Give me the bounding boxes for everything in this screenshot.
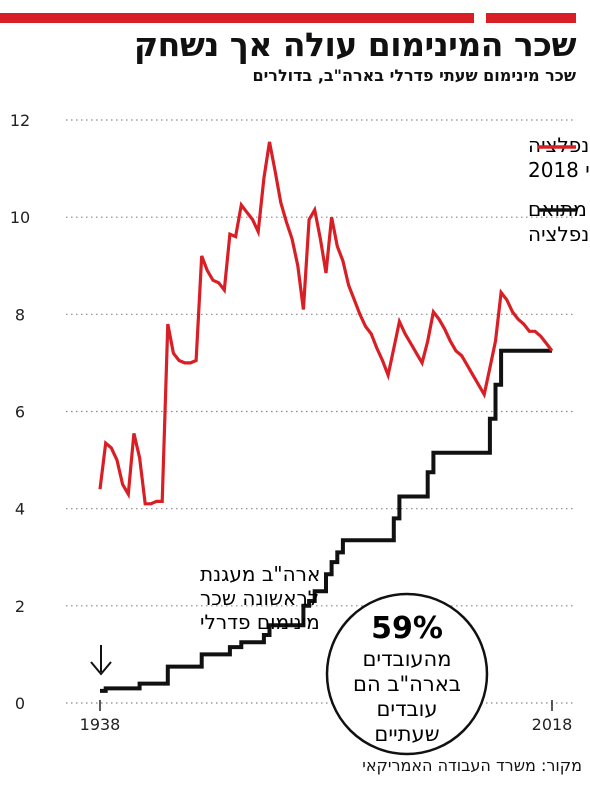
y-tick-label: 4: [15, 500, 25, 519]
legend-label-red-line2: במונחי 2018: [528, 158, 590, 182]
header-rule-short: [486, 13, 576, 23]
stat-text-line: שעתיים: [374, 722, 439, 746]
stat-text-line: עובדים: [376, 697, 437, 721]
annotation-first-law-line: ארה"ב מעגנת: [200, 562, 320, 586]
stat-value: 59%: [371, 611, 443, 646]
x-tick-label: 1938: [80, 715, 121, 734]
annotation-first-law-line: לראשונה שכר: [200, 586, 319, 610]
stat-text-line: בארה"ב הם: [353, 672, 461, 696]
series-line-inflation-adjusted: [98, 141, 554, 506]
x-tick-label: 2018: [532, 715, 573, 734]
y-tick-label: 12: [10, 111, 30, 130]
stat-text-line: מהעובדים: [362, 647, 451, 671]
chart-title: שכר המינימום עולה אך נשחק: [133, 25, 577, 64]
legend-label-black-line2: אינפלציה: [528, 222, 590, 246]
stat-circle: [325, 592, 489, 756]
series-line-nominal: [100, 348, 552, 693]
y-tick-label: 8: [15, 305, 25, 324]
y-tick-label: 6: [15, 403, 25, 422]
annotation-arrow-head: [90, 661, 112, 676]
source-note: מקור: משרד העבודה האמריקאי: [362, 756, 582, 775]
header-rule-long: [0, 13, 474, 23]
annotation-first-law-line: מינימום פדרלי: [200, 610, 320, 634]
y-tick-label: 0: [15, 694, 25, 713]
y-tick-label: 2: [15, 597, 25, 616]
y-tick-label: 10: [10, 208, 30, 227]
legend-label-red-line1: מתואם אינפלציה: [528, 133, 590, 157]
chart-subtitle: שכר מינימום שעתי פדרלי בארה"ב, בדולרים: [252, 66, 576, 85]
